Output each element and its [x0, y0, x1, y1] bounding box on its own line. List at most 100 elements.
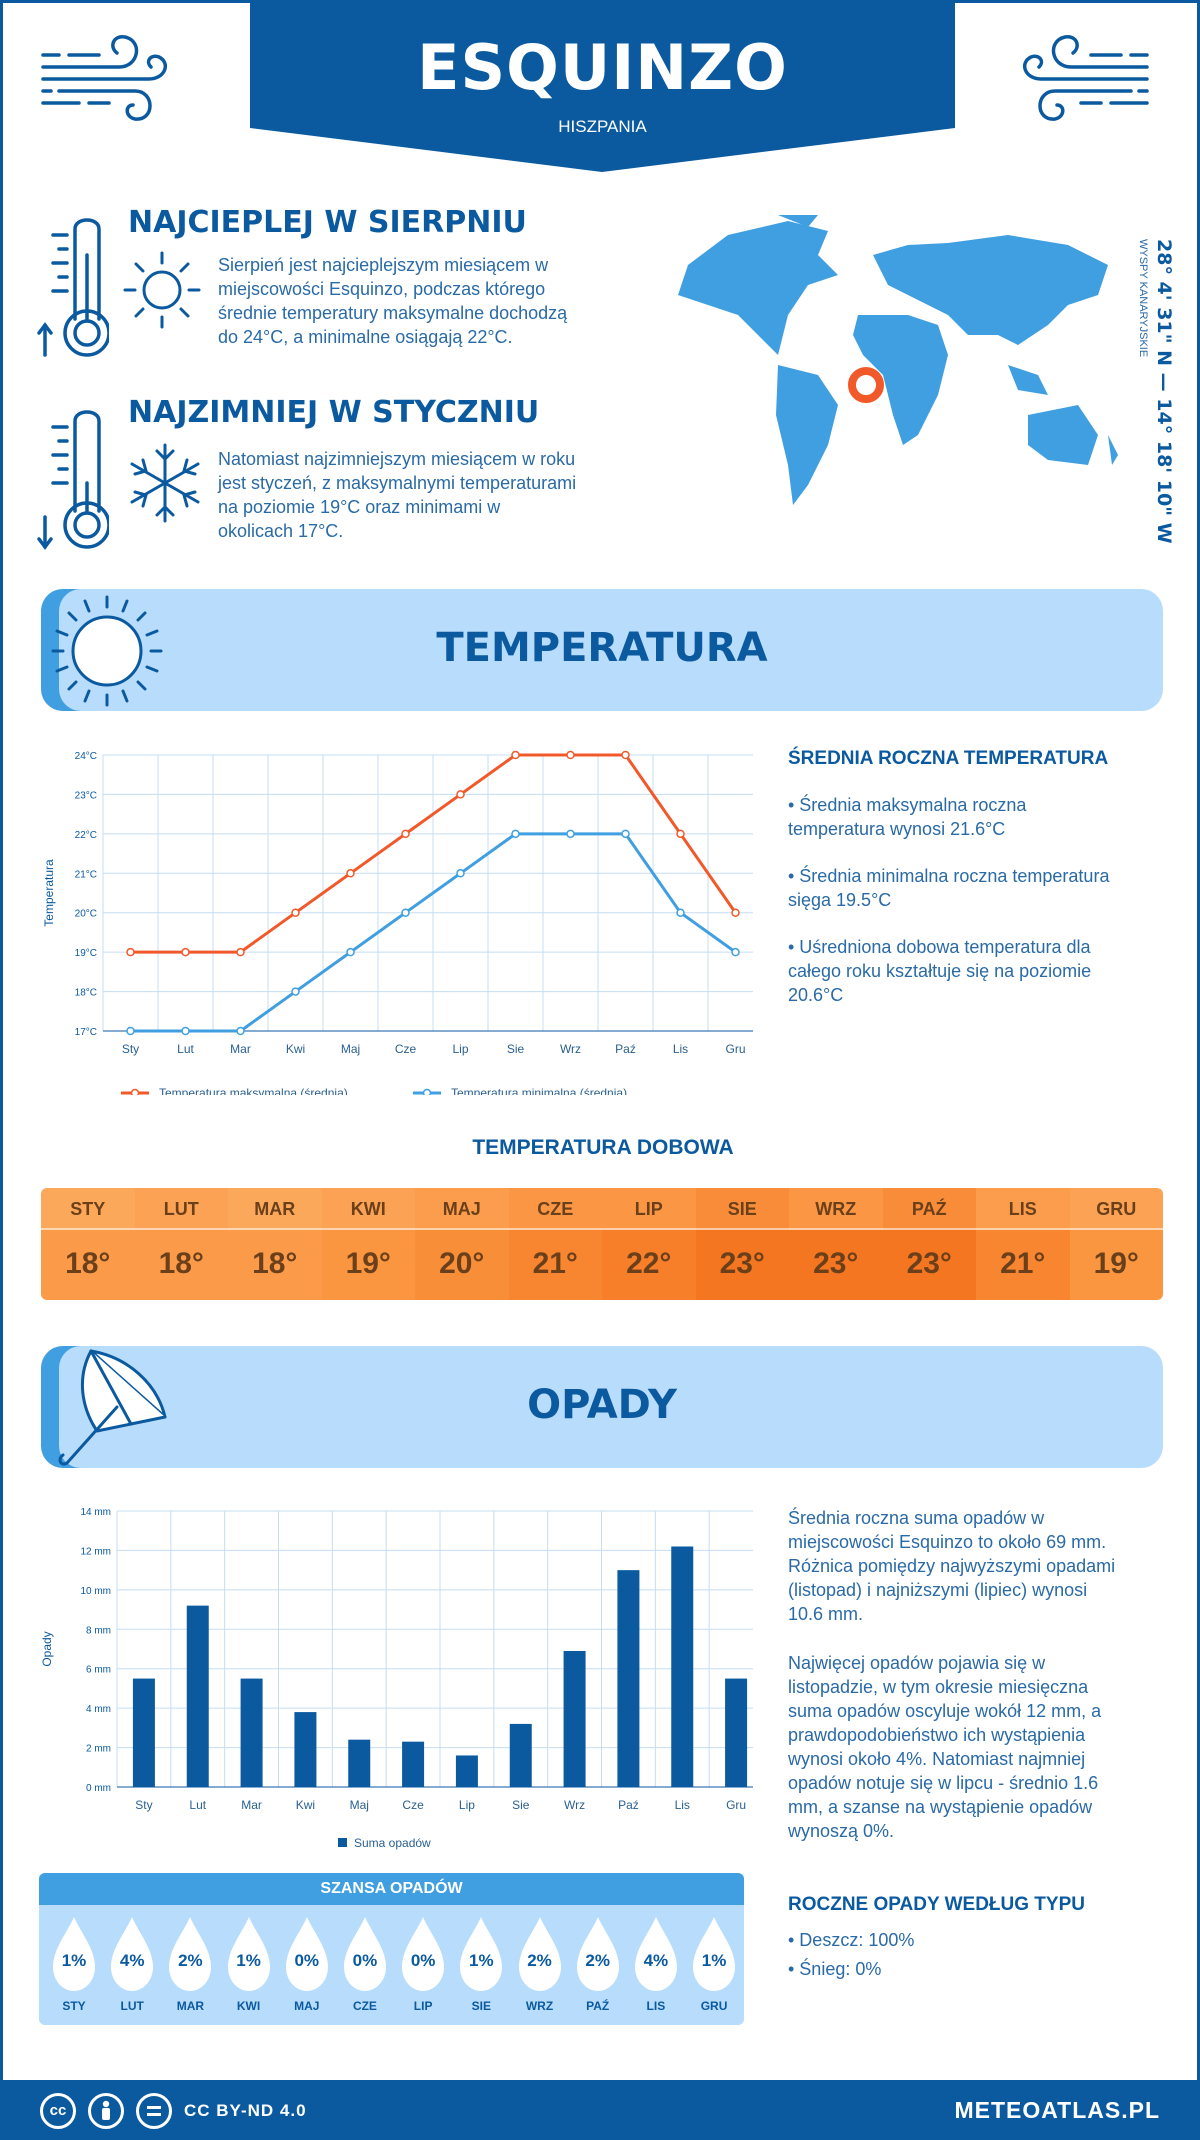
site-link[interactable]: METEOATLAS.PL [954, 2097, 1160, 2123]
raindrop-icon [460, 1917, 503, 1991]
sun-icon [123, 251, 201, 329]
daily-temp-column: WRZ 23° [789, 1188, 883, 1300]
legend-swatch [338, 1838, 347, 1847]
daily-temperature-title: TEMPERATURA DOBOWA [472, 1136, 734, 1159]
daily-temp-column: KWI 19° [321, 1188, 415, 1300]
country-name: HISZPANIA [558, 117, 647, 136]
snow-share: • Śnieg: 0% [788, 1959, 882, 1979]
title-banner [250, 3, 955, 128]
precip-chance-value: 4% [119, 1951, 145, 1970]
precip-chance-month: LIP [413, 1999, 433, 2013]
precip-chance-value: 2% [527, 1951, 552, 1970]
daily-temp-value: 23° [789, 1230, 883, 1300]
precip-chance-month: LIS [646, 1999, 666, 2013]
precip-bar [671, 1546, 694, 1787]
y-tick-label: 24°C [75, 751, 97, 762]
rain-share: • Deszcz: 100% [788, 1930, 915, 1950]
y-axis-label: Opady [40, 1631, 54, 1666]
x-tick-label: Sty [135, 1798, 152, 1812]
footer: cc CC BY-ND 4.0 METEOATLAS.PL [0, 2082, 1200, 2140]
hottest-text: Sierpień jest najcieplejszym miesiącem w… [218, 255, 568, 347]
x-tick-label: Mar [241, 1798, 262, 1812]
precip-bar [509, 1723, 532, 1787]
legend-label: Temperatura minimalna (średnia) [451, 1086, 627, 1095]
series-line [130, 832, 737, 1033]
x-tick-label: Sty [122, 1042, 139, 1056]
precip-band [59, 1346, 1163, 1468]
data-point [346, 947, 355, 957]
daily-temp-column: STY 18° [41, 1188, 135, 1300]
raindrop-icon [111, 1917, 154, 1991]
umbrella-rain-icon [58, 1349, 167, 1466]
y-tick-label: 23°C [75, 790, 97, 801]
precip-chance-value: 0% [410, 1951, 436, 1970]
temperature-side-text: • Średnia maksymalna roczna temperatura … [788, 795, 1110, 1005]
temperature-side-title: ŚREDNIA ROCZNA TEMPERATURA [788, 748, 1109, 769]
daily-temp-column: SIE 23° [695, 1188, 789, 1300]
hottest-title: NAJCIEPLEJ W SIERPNIU [128, 205, 527, 240]
x-tick-label: Cze [402, 1798, 424, 1812]
coordinates: 28° 4' 31" N — 14° 18' 10" W [1153, 239, 1175, 544]
daily-temp-value: 22° [602, 1230, 696, 1300]
data-point [346, 869, 355, 878]
raindrop-icon [518, 1917, 561, 1991]
daily-temp-month: WRZ [789, 1188, 883, 1230]
precip-chance-month: GRU [700, 1999, 728, 2013]
x-tick-label: Maj [350, 1798, 369, 1812]
data-point [566, 750, 575, 760]
raindrop-icon [693, 1917, 736, 1991]
page: ESQUINZO HISZPANIA NAJCIEPLEJ W SIERPNIU… [3, 3, 1197, 2080]
raindrop-icon [227, 1917, 270, 1991]
daily-temp-month: STY [41, 1188, 135, 1230]
raindrop-icon [634, 1917, 677, 1991]
thermometer-cold-icon [37, 410, 109, 550]
raindrop-icon [402, 1917, 445, 1991]
y-tick-label: 18°C [75, 988, 97, 999]
precip-type-list: • Deszcz: 100% • Śnieg: 0% [788, 1926, 914, 1984]
daily-temp-column: LIS 21° [976, 1188, 1070, 1300]
precip-text-1: Średnia roczna suma opadów w miejscowości… [788, 1508, 1116, 1624]
x-tick-label: Wrz [564, 1798, 585, 1812]
data-point [236, 947, 245, 957]
y-tick-label: 20°C [75, 909, 97, 920]
x-tick-label: Lip [452, 1042, 468, 1056]
legend-label: Temperatura maksymalna (średnia) [159, 1086, 348, 1095]
daily-temp-month: LIS [976, 1188, 1070, 1230]
y-tick-label: 17°C [75, 1027, 97, 1038]
y-tick-label: 6 mm [86, 1665, 111, 1676]
y-tick-label: 8 mm [86, 1625, 111, 1636]
precip-chance-item: 4% LIS [627, 1911, 685, 2023]
x-tick-label: Lis [673, 1042, 688, 1056]
precipitation-chart: 0 mm 2 mm 4 mm 6 mm 8 mm 10 mm 12 mm 14 mm Sty Lu… [40, 1507, 753, 1850]
y-tick-label: 12 mm [80, 1546, 111, 1557]
x-tick-label: Paź [618, 1798, 639, 1812]
daily-temp-month: MAJ [415, 1188, 509, 1230]
x-tick-label: Lip [459, 1798, 475, 1812]
raindrop-icon [576, 1917, 619, 1991]
daily-temp-month: PAŹ [882, 1188, 976, 1230]
x-tick-label: Lis [675, 1798, 690, 1812]
precip-chance-month: MAR [176, 1999, 205, 2013]
region-name: WYSPY KANARYJSKIE [1137, 239, 1149, 358]
precip-chance-item: 2% MAR [161, 1911, 219, 2023]
coldest-title: NAJZIMNIEJ W STYCZNIU [128, 395, 540, 430]
precip-chance-title: SZANSA OPADÓW [39, 1873, 744, 1905]
data-point [621, 750, 630, 760]
daily-temp-value: 23° [882, 1230, 976, 1300]
title-banner-tip [250, 128, 955, 172]
precip-chance-item: 1% SIE [452, 1911, 510, 2023]
precip-chance-month: KWI [236, 1999, 261, 2013]
data-point [676, 908, 685, 917]
raindrop-icon [285, 1917, 328, 1991]
data-point [401, 829, 410, 839]
data-point [181, 1026, 190, 1036]
precip-type-title: ROCZNE OPADY WEDŁUG TYPU [788, 1894, 1085, 1915]
daily-temp-value: 21° [976, 1230, 1070, 1300]
precip-text-2: Najwięcej opadów pojawia się w listopadzi… [788, 1653, 1102, 1841]
legend-label: Suma opadów [354, 1836, 431, 1850]
y-tick-label: 4 mm [86, 1704, 111, 1715]
wind-icon-left [41, 35, 168, 121]
x-tick-label: Lut [189, 1798, 206, 1812]
precip-bar [348, 1739, 371, 1787]
data-point [511, 829, 520, 839]
